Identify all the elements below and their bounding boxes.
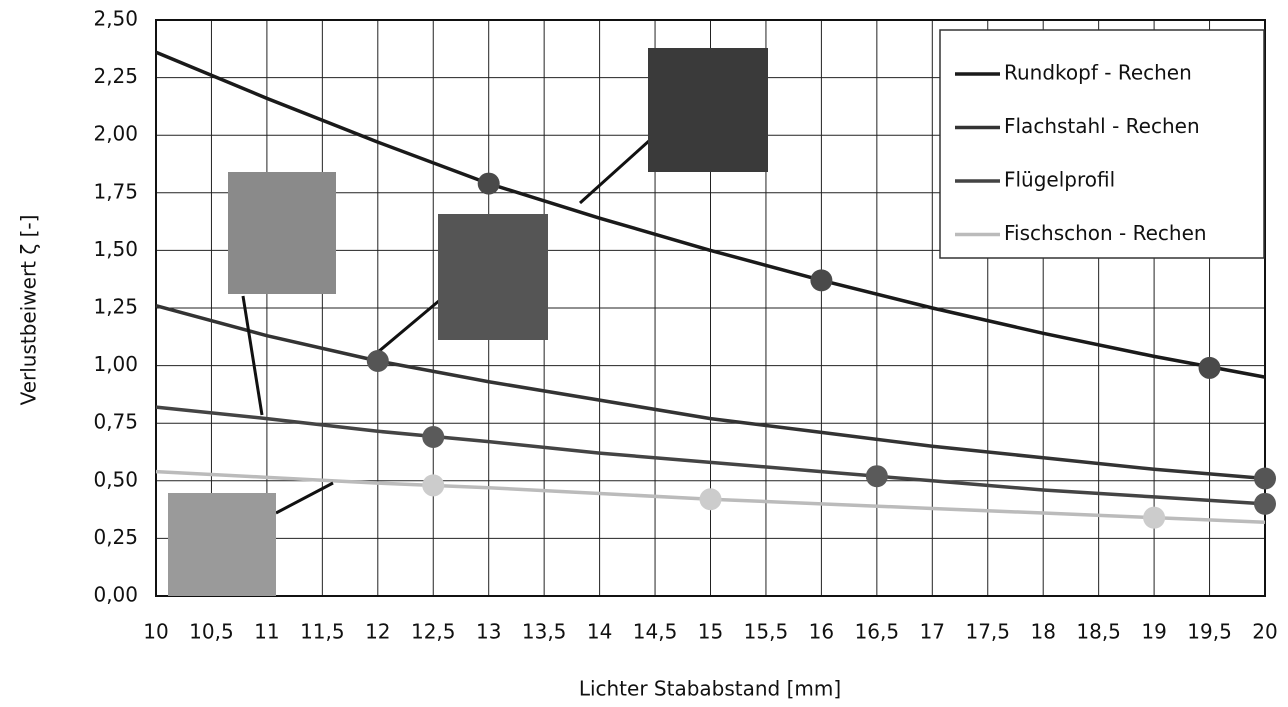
legend-label: Flügelprofil <box>1004 168 1115 192</box>
legend-label: Rundkopf - Rechen <box>1004 61 1192 85</box>
y-tick-label: 2,00 <box>93 122 138 146</box>
x-tick-label: 14 <box>587 620 612 644</box>
y-tick-label: 1,50 <box>93 237 138 261</box>
x-tick-label: 19,5 <box>1187 620 1232 644</box>
x-tick-label: 16 <box>809 620 834 644</box>
data-point <box>422 474 444 496</box>
y-tick-label: 0,00 <box>93 583 138 607</box>
photo-fischschon <box>168 493 276 596</box>
x-tick-label: 20 <box>1252 620 1277 644</box>
data-point <box>1254 493 1276 515</box>
y-tick-label: 0,25 <box>93 525 138 549</box>
data-point <box>422 426 444 448</box>
photo-rundkopf <box>648 48 768 172</box>
x-tick-label: 12,5 <box>411 620 456 644</box>
x-tick-label: 16,5 <box>855 620 900 644</box>
x-tick-label: 19 <box>1141 620 1166 644</box>
leader-line <box>580 140 650 203</box>
data-point <box>1143 507 1165 529</box>
data-point <box>810 269 832 291</box>
photo-flachstahl <box>438 214 548 340</box>
x-tick-label: 12 <box>365 620 390 644</box>
x-tick-label: 17,5 <box>965 620 1010 644</box>
x-tick-label: 13 <box>476 620 501 644</box>
data-point <box>367 350 389 372</box>
x-tick-label: 10,5 <box>189 620 234 644</box>
x-tick-label: 13,5 <box>522 620 567 644</box>
x-tick-label: 15,5 <box>744 620 789 644</box>
x-tick-label: 14,5 <box>633 620 678 644</box>
x-tick-label: 15 <box>698 620 723 644</box>
leader-line <box>243 296 262 415</box>
data-point <box>478 173 500 195</box>
y-tick-label: 0,50 <box>93 467 138 491</box>
photo-fluegelprofil <box>228 172 336 294</box>
chart: Verlustbeiwert ζ [-] Lichter Stababstand… <box>0 0 1288 703</box>
y-tick-label: 2,25 <box>93 64 138 88</box>
y-tick-label: 0,75 <box>93 410 138 434</box>
data-point <box>700 488 722 510</box>
y-tick-label: 1,00 <box>93 352 138 376</box>
leader-line <box>276 483 333 513</box>
data-point <box>1254 467 1276 489</box>
x-tick-label: 18,5 <box>1076 620 1121 644</box>
data-point <box>1199 357 1221 379</box>
page: Verlustbeiwert ζ [-] Lichter Stababstand… <box>0 0 1288 707</box>
x-axis-label: Lichter Stababstand [mm] <box>579 677 841 701</box>
y-tick-label: 1,75 <box>93 179 138 203</box>
x-tick-label: 17 <box>920 620 945 644</box>
y-axis-label: Verlustbeiwert ζ [-] <box>17 215 41 406</box>
x-tick-label: 11 <box>254 620 279 644</box>
y-tick-label: 2,50 <box>93 7 138 31</box>
y-tick-label: 1,25 <box>93 295 138 319</box>
x-tick-label: 11,5 <box>300 620 345 644</box>
legend-label: Fischschon - Rechen <box>1004 221 1207 245</box>
x-tick-label: 10 <box>143 620 168 644</box>
legend-label: Flachstahl - Rechen <box>1004 114 1200 138</box>
data-point <box>866 465 888 487</box>
x-tick-label: 18 <box>1030 620 1055 644</box>
